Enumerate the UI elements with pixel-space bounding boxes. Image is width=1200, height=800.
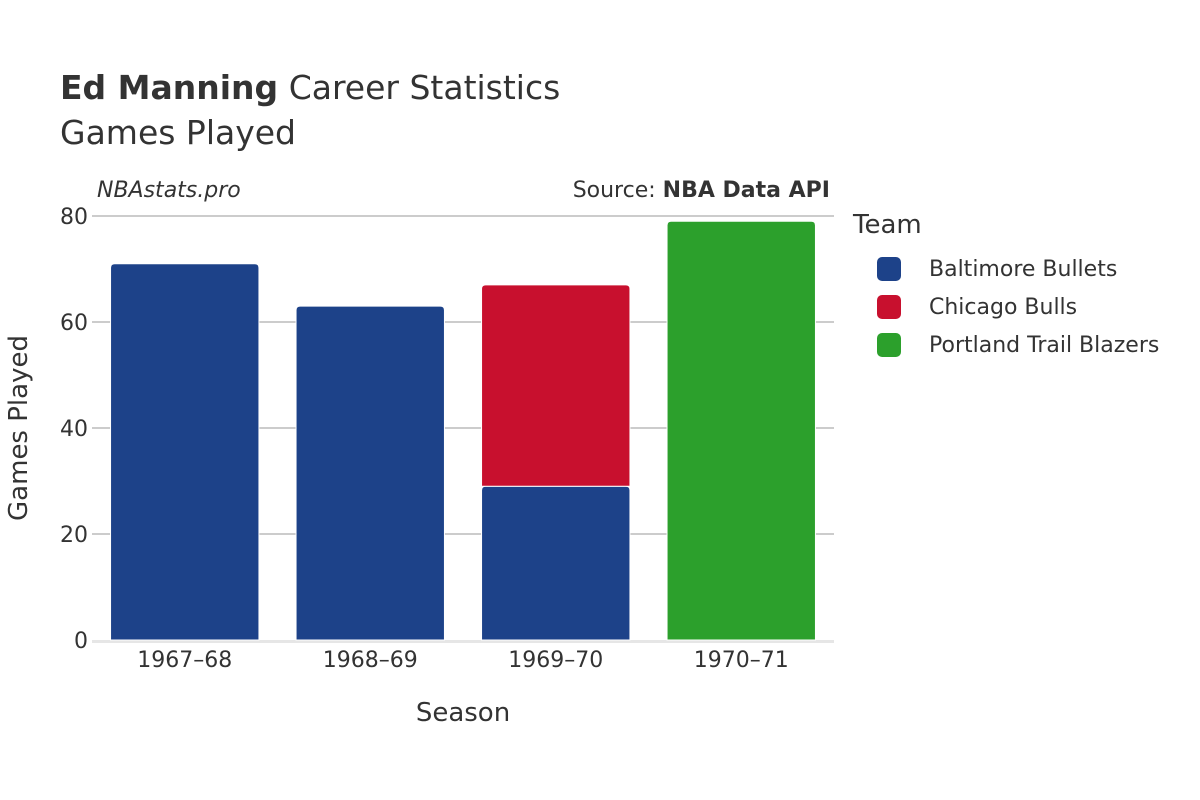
- y-tick-label: 80: [60, 205, 88, 230]
- x-tick-label: 1969–70: [508, 648, 603, 673]
- x-tick-label: 1968–69: [323, 648, 418, 673]
- y-tick-label: 40: [60, 417, 88, 442]
- y-axis-title: Games Played: [4, 335, 34, 521]
- legend-item[interactable]: Chicago Bulls: [853, 288, 1159, 326]
- watermark: NBAstats.pro: [97, 178, 241, 203]
- x-tick-label: 1967–68: [137, 648, 232, 673]
- title-rest: Career Statistics: [288, 68, 561, 107]
- legend-swatch: [877, 333, 901, 357]
- y-tick-label: 60: [60, 311, 88, 336]
- chart-subtitle: Games Played: [60, 113, 296, 152]
- legend-items: Baltimore Bullets Chicago Bulls Portland T…: [853, 250, 1159, 364]
- bar-segment: [481, 485, 631, 641]
- legend-item[interactable]: Portland Trail Blazers: [853, 326, 1159, 364]
- bar-segment: [110, 263, 260, 641]
- player-name: Ed Manning: [60, 68, 279, 107]
- legend-label: Baltimore Bullets: [929, 256, 1118, 282]
- source-prefix: Source:: [572, 178, 663, 203]
- legend-item[interactable]: Baltimore Bullets: [853, 250, 1159, 288]
- bar-segment: [666, 220, 816, 641]
- x-axis-title: Season: [416, 698, 510, 728]
- source-name: NBA Data API: [662, 178, 830, 203]
- chart-title: Ed Manning Career Statistics: [60, 68, 560, 107]
- y-tick-label: 0: [74, 629, 88, 654]
- legend: Team Baltimore Bullets Chicago Bulls Portl…: [853, 210, 1159, 364]
- bar-segment: [295, 305, 445, 641]
- legend-title: Team: [853, 210, 922, 240]
- x-tick-label: 1970–71: [694, 648, 789, 673]
- bar-segment: [481, 284, 631, 487]
- legend-label: Portland Trail Blazers: [929, 332, 1160, 358]
- legend-label: Chicago Bulls: [929, 294, 1078, 320]
- source-credit: Source: NBA Data API: [573, 178, 830, 203]
- legend-swatch: [877, 295, 901, 319]
- legend-swatch: [877, 257, 901, 281]
- y-tick-label: 20: [60, 523, 88, 548]
